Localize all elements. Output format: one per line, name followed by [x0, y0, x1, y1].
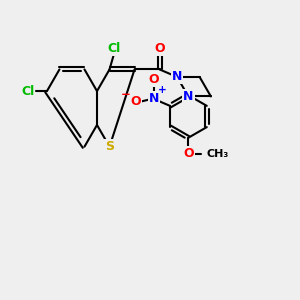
Text: Cl: Cl	[107, 42, 121, 55]
Text: CH₃: CH₃	[206, 149, 228, 159]
Text: Cl: Cl	[21, 85, 34, 98]
Text: O: O	[183, 147, 194, 161]
Text: N: N	[148, 92, 159, 105]
Text: O: O	[154, 42, 165, 55]
Text: S: S	[105, 140, 114, 153]
Text: O: O	[130, 95, 141, 108]
Text: N: N	[172, 70, 182, 83]
Text: O: O	[148, 73, 159, 86]
Text: N: N	[183, 90, 194, 103]
Text: −: −	[121, 88, 131, 100]
Text: +: +	[158, 85, 166, 95]
